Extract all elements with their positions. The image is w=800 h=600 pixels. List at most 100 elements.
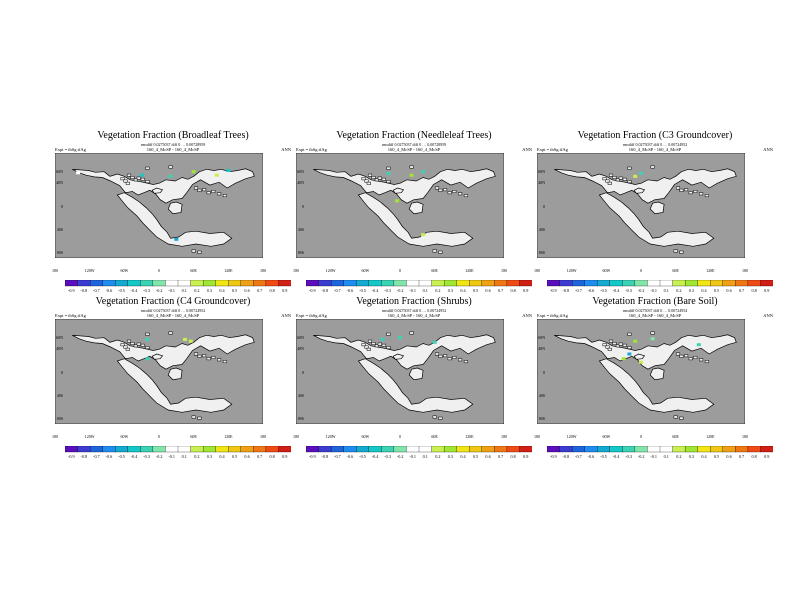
colorbar-label: -0.7: [334, 454, 341, 459]
colorbar-swatch: [609, 280, 623, 287]
colorbar-swatch: [177, 446, 191, 453]
colorbar-swatch: [190, 280, 204, 287]
season-label: ANN: [763, 313, 773, 318]
landmass-4: [151, 353, 164, 360]
island: [693, 356, 698, 359]
colorbar-label: -0.2: [396, 288, 404, 293]
colorbar-swatch: [443, 446, 458, 453]
difference-cell: [398, 336, 402, 340]
island: [679, 188, 684, 192]
island: [193, 352, 199, 356]
lat-tick-label: 80S: [538, 250, 545, 256]
lon-tick-label: 180: [293, 268, 299, 273]
colorbar-label: 0.7: [256, 288, 263, 293]
island: [602, 177, 607, 181]
colorbar-swatch: [381, 446, 395, 453]
map-plot: [55, 319, 263, 424]
lat-tick-label: 60N: [538, 168, 545, 174]
colorbar: [65, 446, 291, 453]
colorbar-label: -0.6: [105, 454, 113, 459]
difference-cell: [145, 357, 150, 361]
lat-tick-label: 40N: [297, 346, 304, 352]
lat-tick-label: 40N: [56, 180, 63, 186]
colorbar-label: -0.5: [600, 454, 607, 459]
colorbar-swatch: [152, 280, 166, 287]
difference-cell: [633, 174, 638, 178]
colorbar-swatch: [306, 446, 319, 453]
panel-1: Vegetation Fraction (Broadleaf Trees) rms…: [52, 130, 293, 295]
colorbar-label: -0.1: [168, 288, 176, 293]
season-label: ANN: [281, 147, 291, 152]
lon-tick-label: 0: [640, 434, 642, 439]
lat-tick-label: 80S: [538, 416, 545, 422]
colorbar-swatch: [77, 280, 91, 287]
colorbar-label: 0.5: [231, 454, 238, 459]
colorbar-label: 0.9: [523, 288, 529, 293]
runs-label: 160_4_McSP - 160_4_McSP: [387, 147, 441, 152]
colorbar-swatch: [165, 280, 179, 287]
colorbar-label: 0.3: [688, 454, 694, 459]
colorbar-swatch: [760, 280, 773, 287]
lon-tick-label: 60E: [190, 268, 197, 273]
island: [371, 176, 376, 179]
colorbar-swatch: [710, 446, 724, 453]
colorbar-swatch: [140, 446, 154, 453]
colorbar-swatch: [115, 446, 129, 453]
lon-tick-label: 120W: [325, 268, 336, 273]
island: [197, 188, 202, 192]
colorbar-label: 0.4: [460, 288, 466, 293]
colorbar-swatch: [240, 280, 254, 287]
island: [366, 347, 371, 351]
colorbar-swatch: [622, 446, 636, 453]
island: [688, 191, 693, 195]
island: [191, 415, 196, 419]
difference-cell: [183, 337, 187, 341]
panel-stats: rmsdiff 0.0275037 diff 0 … 0.00724952: [622, 142, 688, 147]
landmass-2: [598, 192, 715, 247]
map-svg: [537, 319, 745, 424]
colorbar-swatch: [494, 446, 508, 453]
colorbar-swatch: [431, 446, 445, 453]
landmass-4: [392, 353, 405, 360]
colorbar-swatch: [368, 446, 382, 453]
colorbar: [65, 280, 291, 287]
island: [409, 331, 414, 335]
island: [168, 331, 173, 335]
island: [191, 249, 196, 253]
island: [120, 177, 125, 181]
map-svg: [296, 319, 504, 424]
colorbar-swatch: [647, 446, 661, 453]
lon-tick-label: 60E: [190, 434, 197, 439]
panel-5: Vegetation Fraction (Shrubs) rmsdiff 0.02…: [293, 296, 534, 461]
lon-tick-label: 180: [534, 268, 540, 273]
runs-label: 160_4_McSP - 160_4_McSP: [628, 147, 682, 152]
island: [693, 190, 698, 193]
difference-cell: [174, 237, 179, 241]
colorbar-label: 0.4: [219, 288, 225, 293]
colorbar-labels: -0.9 -0.8 -0.7 -0.6 -0.5 -0.4 -0.3 -0.2 -0.1 0.1 0…: [306, 288, 532, 294]
landmass-1: [554, 334, 737, 370]
island: [679, 354, 684, 358]
landmass-4: [151, 187, 164, 194]
colorbar-label: -0.6: [346, 454, 354, 459]
colorbar-swatch: [506, 446, 520, 453]
landmass-1: [72, 168, 255, 204]
colorbar-swatch: [760, 446, 773, 453]
colorbar-label: -0.4: [130, 288, 138, 293]
colorbar-label: 0.1: [181, 288, 187, 293]
colorbar-swatch: [571, 280, 586, 287]
lon-tick-label: 180: [501, 268, 507, 273]
colorbar-label: -0.5: [118, 288, 125, 293]
panel-expt-row: 160_4_McSP - 160_4_McSP Expt = tbSg.tfAg A…: [53, 313, 293, 319]
landmass-1: [72, 334, 255, 370]
island: [123, 179, 128, 183]
colorbar-label: -0.7: [93, 288, 100, 293]
island: [409, 165, 414, 169]
colorbar-label: -0.5: [118, 454, 125, 459]
lat-tick-label: 60N: [56, 334, 63, 340]
colorbar-swatch: [330, 280, 345, 287]
colorbar: [547, 280, 773, 287]
island: [612, 342, 617, 345]
island: [145, 332, 150, 336]
runs-label: 160_4_McSP - 160_4_McSP: [146, 147, 200, 152]
